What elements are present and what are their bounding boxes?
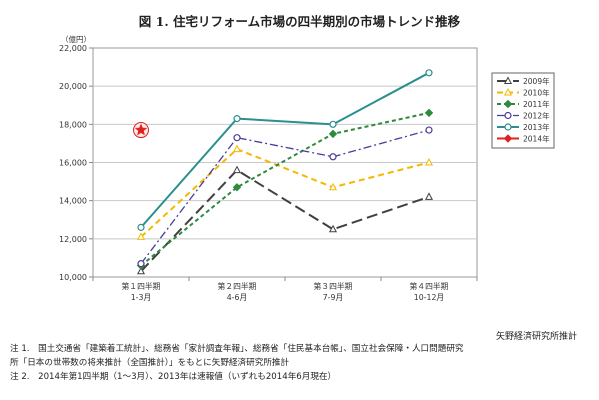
legend-marker <box>504 123 512 131</box>
legend-marker <box>503 87 513 96</box>
y-tick-label: 22,000 <box>59 44 87 53</box>
x-tick-label: 第３四半期 <box>314 281 353 291</box>
y-tick-label: 18,000 <box>59 120 87 129</box>
series-2009-point <box>232 165 242 174</box>
series-2013-point <box>329 120 337 128</box>
legend-marker <box>503 134 513 143</box>
y-tick-label: 16,000 <box>59 159 87 168</box>
series-2009-point <box>328 224 338 233</box>
legend-box <box>491 72 555 149</box>
legend-label: 2011年 <box>523 99 550 109</box>
series-2009-line <box>140 168 430 272</box>
legend-label: 2009年 <box>523 76 550 86</box>
footnote-1: 注 1. 国土交通省「建築着工統計」、総務省「家計調査年報」、総務省「住民基本台… <box>10 344 464 354</box>
footnote-1-continued: 所「日本の世帯数の将来推計（全国推計）」をもとに矢野経済研究所推計 <box>10 358 290 368</box>
series-2011-line <box>140 111 430 267</box>
legend-label: 2010年 <box>523 88 550 98</box>
y-tick-label: 10,000 <box>59 273 87 282</box>
x-tick-sublabel: 10-12月 <box>414 293 444 302</box>
legend-marker <box>503 76 513 84</box>
y-tick-label: 12,000 <box>59 235 87 244</box>
series-2009-point <box>136 266 146 275</box>
x-tick-label: 第４四半期 <box>410 281 449 291</box>
y-tick-label: 20,000 <box>59 82 87 91</box>
series-2010-line <box>140 147 430 238</box>
chart-title: 図 1. 住宅リフォーム市場の四半期別の市場トレンド推移 <box>138 14 461 29</box>
x-tick-sublabel: 1-3月 <box>131 293 152 302</box>
series-2013-point <box>137 223 145 231</box>
series-2011-point <box>232 183 242 192</box>
series-2012-point <box>425 126 433 134</box>
footnote-2: 注 2. 2014年第1四半期（1〜3月）、2013年は速報値（いずれも2014… <box>10 372 337 382</box>
legend-label: 2013年 <box>523 122 550 132</box>
series-2010-point <box>232 144 242 153</box>
legend-label: 2014年 <box>523 134 550 144</box>
series-2011-point <box>328 129 338 139</box>
series-2013-point <box>233 115 241 123</box>
y-unit-label: （億円） <box>61 34 91 44</box>
legend-label: 2012年 <box>523 111 550 121</box>
legend-marker <box>503 99 513 109</box>
series-2010-point <box>136 232 146 240</box>
x-tick-sublabel: 7-9月 <box>323 293 344 302</box>
series-2013-line <box>140 71 430 229</box>
series-2010-point <box>424 157 434 166</box>
x-tick-label: 第２四半期 <box>218 281 257 291</box>
source-credit: 矢野経済研究所推計 <box>495 332 577 342</box>
series-2012-point <box>329 153 337 161</box>
series-2013-point <box>425 69 433 77</box>
series-2011-point <box>424 108 434 118</box>
series-2012-point <box>233 134 241 142</box>
legend-marker <box>504 111 512 120</box>
x-tick-sublabel: 4-6月 <box>227 293 248 302</box>
series-2010-point <box>328 182 338 191</box>
series-2009-point <box>424 192 434 200</box>
series-2014-point <box>134 123 148 136</box>
series-2012-line <box>140 129 430 265</box>
series-2012-point <box>137 260 145 268</box>
y-tick-label: 14,000 <box>59 197 87 206</box>
x-tick-label: 第１四半期 <box>122 281 161 291</box>
